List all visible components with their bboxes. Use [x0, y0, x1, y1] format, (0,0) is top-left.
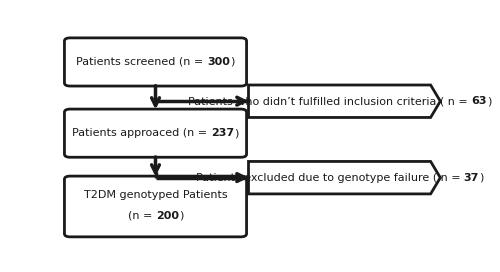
FancyBboxPatch shape	[64, 109, 246, 157]
FancyBboxPatch shape	[64, 38, 246, 86]
Text: ): )	[479, 173, 484, 183]
Text: ): )	[486, 96, 491, 106]
Text: Patients screened (n =: Patients screened (n =	[76, 57, 208, 67]
Text: 37: 37	[464, 173, 479, 183]
Polygon shape	[248, 162, 440, 194]
Text: Patients excluded due to genotype failure ( n =: Patients excluded due to genotype failur…	[196, 173, 464, 183]
Text: (n =: (n =	[128, 211, 156, 221]
Text: T2DM genotyped Patients: T2DM genotyped Patients	[84, 190, 228, 200]
Text: 237: 237	[211, 128, 234, 138]
Text: 63: 63	[471, 96, 486, 106]
Text: Patients who didn’t fulfilled inclusion criteria ( n =: Patients who didn’t fulfilled inclusion …	[188, 96, 471, 106]
Text: Patients approaced (n =: Patients approaced (n =	[72, 128, 211, 138]
Text: 300: 300	[208, 57, 230, 67]
Polygon shape	[248, 85, 440, 118]
FancyBboxPatch shape	[64, 176, 246, 237]
Text: 200: 200	[156, 211, 179, 221]
Text: ): )	[179, 211, 183, 221]
Text: ): )	[230, 57, 234, 67]
Text: ): )	[234, 128, 238, 138]
